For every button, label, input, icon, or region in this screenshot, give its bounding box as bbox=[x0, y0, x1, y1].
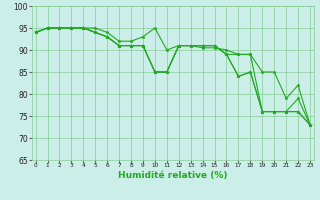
X-axis label: Humidité relative (%): Humidité relative (%) bbox=[118, 171, 228, 180]
